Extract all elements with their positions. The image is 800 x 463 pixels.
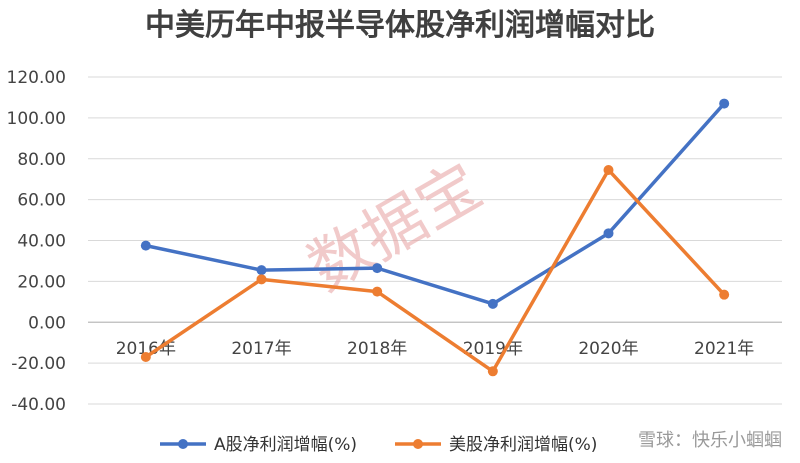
y-tick-label: 120.00: [7, 68, 66, 88]
data-point: [603, 164, 614, 175]
y-tick-label: 20.00: [17, 272, 66, 292]
x-category-label: 2017年: [231, 339, 291, 359]
data-point: [487, 366, 498, 377]
data-point: [256, 265, 267, 276]
data-point: [140, 240, 151, 251]
y-tick-label: 40.00: [17, 232, 66, 252]
legend-marker: [178, 439, 188, 449]
x-axis-categories: 2016年 2017年 2018年 2019年 2020年 2021年: [116, 339, 755, 359]
x-category-label: 2016年: [116, 339, 176, 359]
y-tick-label: -40.00: [11, 395, 66, 415]
data-point: [372, 263, 383, 274]
brand-watermark: 雪球：快乐小蝈蝈: [638, 430, 782, 451]
y-tick-label: 60.00: [17, 191, 66, 211]
legend-marker: [413, 439, 423, 449]
series-1: [140, 98, 730, 309]
y-axis-ticks: 120.00 100.00 80.00 60.00 40.00 20.00 0.00 -20.…: [7, 68, 66, 415]
series-2: [140, 164, 730, 377]
data-point: [372, 286, 383, 297]
x-category-label: 2021年: [694, 339, 754, 359]
chart-title: 中美历年中报半导体股净利润增幅对比: [145, 8, 655, 43]
legend-label: 美股净利润增幅(%): [449, 435, 597, 455]
y-tick-label: 100.00: [7, 109, 66, 129]
y-tick-label: 80.00: [17, 150, 66, 170]
data-point: [603, 228, 614, 239]
legend-item: 美股净利润增幅(%): [395, 435, 597, 455]
data-point: [719, 98, 730, 109]
data-point: [719, 289, 730, 300]
series-line: [144, 101, 726, 306]
data-point: [487, 298, 498, 309]
data-point: [140, 351, 151, 362]
chart-series: [140, 98, 730, 377]
series-line: [144, 168, 726, 374]
data-point: [256, 274, 267, 285]
x-category-label: 2020年: [578, 339, 638, 359]
y-tick-label: -20.00: [11, 354, 66, 374]
chart-legend: A股净利润增幅(%) 美股净利润增幅(%): [160, 435, 597, 455]
y-tick-label: 0.00: [28, 313, 66, 333]
legend-label: A股净利润增幅(%): [214, 435, 357, 455]
x-category-label: 2018年: [347, 339, 407, 359]
legend-item: A股净利润增幅(%): [160, 435, 357, 455]
